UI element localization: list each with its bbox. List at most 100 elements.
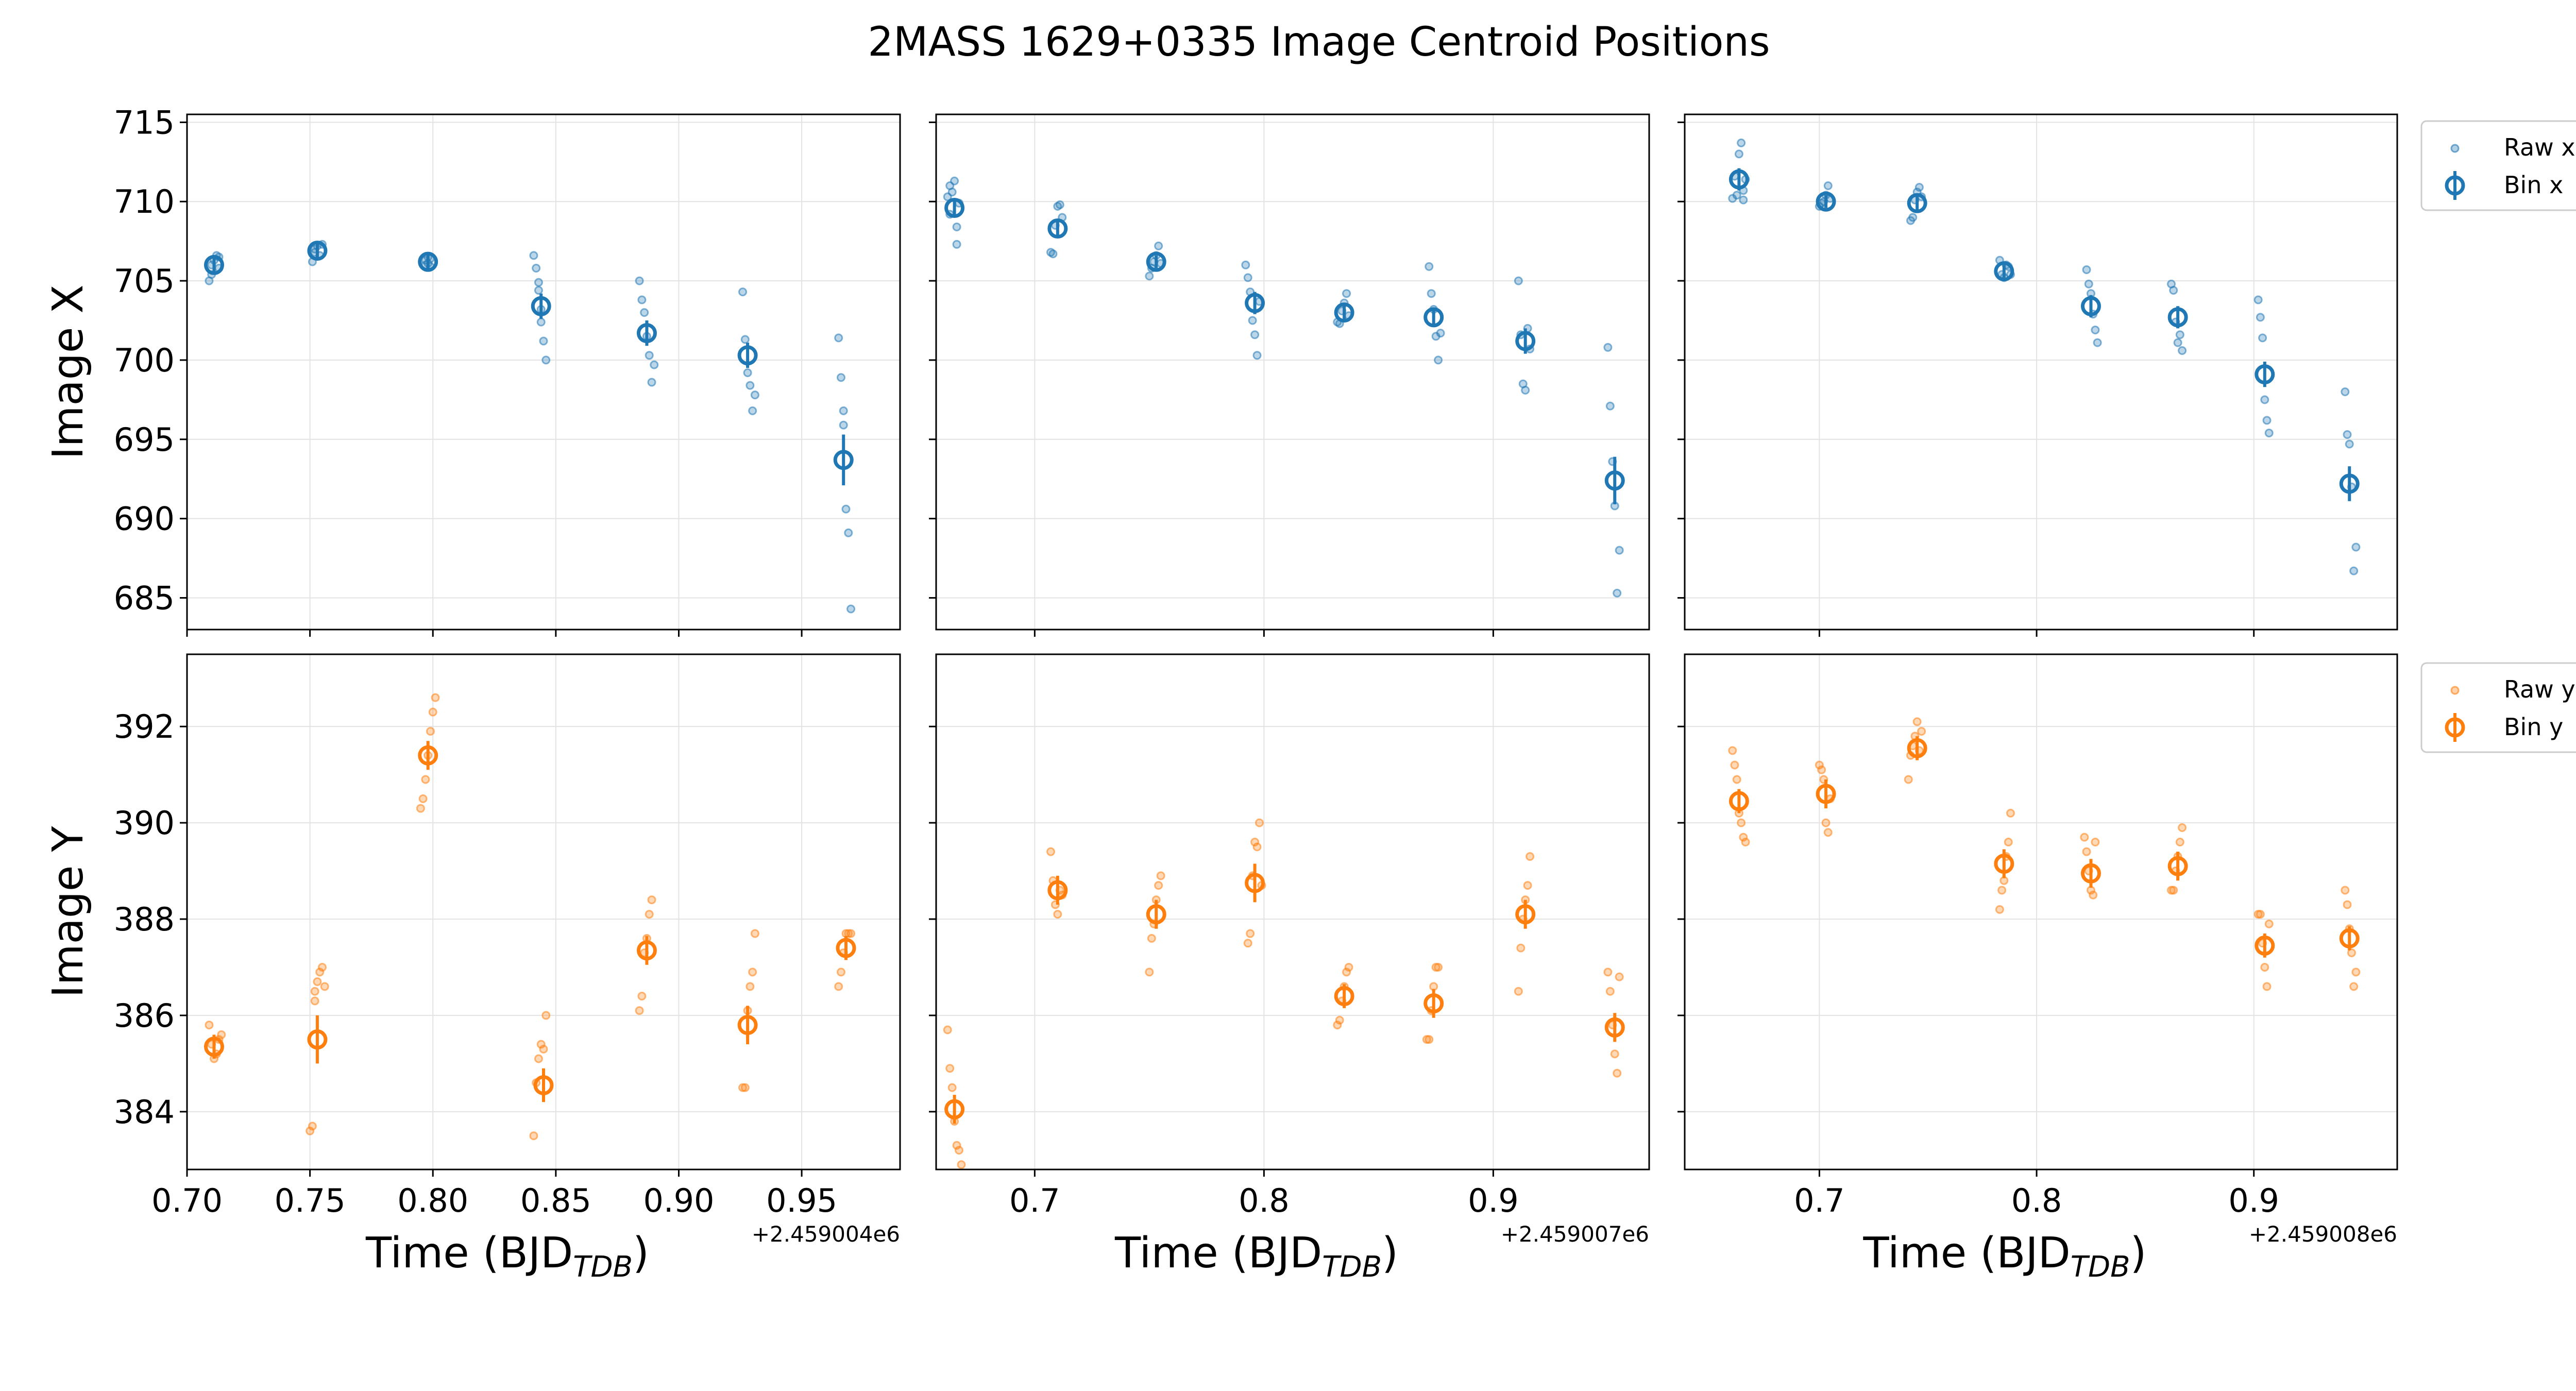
raw-y-point: [1516, 943, 1526, 953]
raw-x-point: [952, 240, 961, 249]
bin-y-point: [1728, 791, 1749, 811]
raw-x-point: [2349, 566, 2359, 575]
raw-y-point: [1514, 987, 1523, 996]
bin-x-point: [307, 241, 328, 261]
raw-y-point: [1728, 746, 1737, 755]
raw-y-point: [1154, 881, 1163, 890]
raw-y-point: [1526, 852, 1535, 861]
raw-x-point: [539, 336, 548, 346]
bin-y-point: [2255, 935, 2275, 956]
legend-y: Raw y Bin y: [2420, 662, 2576, 753]
raw-x-point: [1521, 385, 1530, 395]
legend-raw-x-marker: [2450, 144, 2460, 153]
raw-x-point: [1250, 330, 1260, 340]
raw-x-point: [534, 286, 543, 295]
raw-x-point: [1154, 241, 1163, 250]
raw-x-point: [1605, 401, 1615, 411]
bin-x-point: [1907, 193, 1927, 213]
raw-x-point: [2343, 430, 2352, 439]
raw-y-point: [2347, 948, 2356, 957]
raw-y-point: [416, 804, 425, 813]
raw-x-point: [950, 176, 959, 185]
bin-x-point: [944, 198, 965, 218]
raw-y-point: [836, 968, 845, 977]
raw-x-point: [2351, 542, 2361, 552]
raw-y-point: [645, 910, 654, 919]
bin-x-point: [531, 296, 551, 316]
raw-x-point: [534, 278, 543, 287]
raw-y-point: [1613, 1068, 1622, 1078]
raw-x-point: [743, 368, 752, 378]
raw-y-point: [635, 1006, 644, 1015]
raw-y-point: [1053, 910, 1062, 919]
bin-y-point: [944, 1099, 965, 1119]
raw-x-point: [839, 420, 848, 430]
raw-y-point: [1610, 1049, 1619, 1059]
raw-x-point: [647, 378, 656, 387]
raw-y-point: [205, 1021, 214, 1030]
x-axis-label: Time (BJDTDB): [1862, 1229, 2146, 1284]
x-tick-label: 0.95: [766, 1182, 837, 1219]
legend-bin-y-marker: [2445, 717, 2465, 738]
bin-x-point: [1334, 302, 1354, 323]
panel-top-middle: [929, 113, 1650, 637]
raw-x-point: [2256, 313, 2265, 322]
bin-y-point: [2080, 863, 2101, 884]
raw-y-point: [1741, 837, 1750, 846]
y-axis-label: Image Y: [44, 826, 93, 998]
raw-x-point: [1241, 260, 1250, 269]
panel-bottom-right: 0.7 0.8 0.9 Time (BJDTDB) +2.459008e6: [1677, 653, 2398, 1284]
raw-y-point: [1344, 962, 1353, 972]
raw-y-point: [310, 987, 319, 996]
raw-y-point: [2169, 886, 2178, 895]
raw-y-point: [1246, 929, 1255, 938]
x-tick-label: 0.80: [397, 1182, 468, 1219]
raw-x-point: [2345, 439, 2354, 449]
raw-x-point: [947, 188, 957, 197]
raw-y-point: [750, 929, 759, 938]
x-tick-label: 0.90: [643, 1182, 714, 1219]
bin-x-point: [2255, 364, 2275, 385]
raw-y-point: [1156, 871, 1165, 880]
raw-y-point: [2256, 910, 2265, 919]
raw-y-point: [2006, 808, 2015, 818]
raw-y-point: [1605, 987, 1615, 996]
bin-x-point: [1245, 293, 1265, 313]
raw-y-point: [2262, 982, 2272, 991]
raw-x-point: [844, 528, 853, 537]
raw-x-point: [952, 222, 961, 231]
raw-y-point: [1904, 775, 1913, 784]
raw-x-point: [1425, 262, 1434, 271]
raw-y-point: [1997, 886, 2007, 895]
bin-x-point: [1816, 191, 1836, 212]
x-tick-label: 0.9: [1468, 1182, 1519, 1219]
legend-bin-x-marker: [2445, 175, 2465, 196]
raw-x-point: [748, 406, 757, 415]
raw-x-point: [2258, 333, 2267, 343]
x-offset-label: +2.459008e6: [2249, 1222, 2397, 1247]
raw-y-point: [539, 1044, 548, 1054]
bin-y-point: [836, 938, 856, 958]
x-offset-label: +2.459007e6: [1501, 1222, 1649, 1247]
legend-bin-y-label: Bin y: [2504, 713, 2563, 741]
raw-x-point: [640, 308, 649, 317]
raw-x-point: [1427, 289, 1436, 298]
raw-y-point: [1255, 818, 1264, 827]
raw-x-point: [1908, 213, 1918, 222]
raw-y-point: [745, 982, 755, 991]
y-tick-label: 705: [114, 262, 175, 300]
raw-y-point: [834, 982, 843, 991]
raw-y-point: [846, 929, 856, 938]
raw-x-point: [1243, 273, 1252, 282]
legend-raw-x-label: Raw x: [2504, 133, 2575, 161]
raw-y-point: [1252, 842, 1262, 852]
bin-x-point: [1728, 169, 1749, 190]
raw-y-point: [217, 1030, 226, 1039]
panel-bottom-middle: 0.7 0.8 0.9 Time (BJDTDB) +2.459007e6: [929, 653, 1650, 1284]
axes-frame: [935, 113, 1650, 631]
raw-x-point: [1514, 276, 1523, 285]
x-tick-label: 0.7: [1794, 1182, 1845, 1219]
bin-y-point: [636, 940, 657, 961]
raw-x-point: [2091, 325, 2100, 334]
bin-x-point: [1423, 307, 1444, 328]
